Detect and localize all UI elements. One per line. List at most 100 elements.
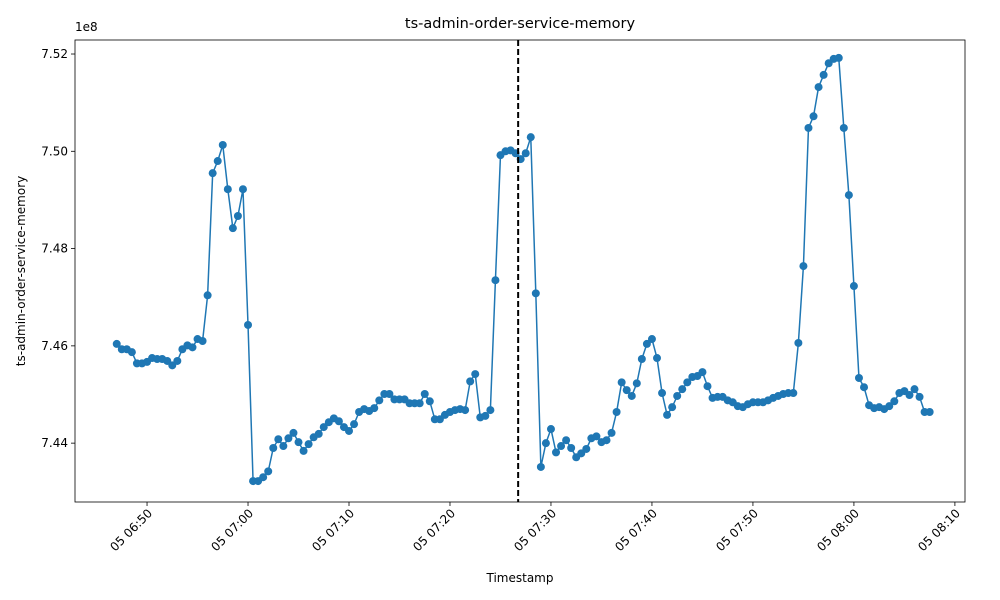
data-point	[799, 262, 808, 271]
data-point	[223, 185, 232, 194]
x-tick-label: 05 07:50	[713, 506, 761, 554]
data-point	[218, 140, 227, 149]
data-point	[486, 406, 495, 415]
data-point	[834, 53, 843, 62]
data-point	[552, 448, 561, 457]
data-point	[471, 370, 480, 379]
data-point	[526, 133, 535, 142]
y-axis-label: ts-admin-order-service-memory	[14, 176, 28, 366]
data-point	[814, 83, 823, 92]
data-point	[678, 385, 687, 394]
x-tick-label: 05 07:30	[511, 506, 559, 554]
data-point	[839, 123, 848, 132]
data-point	[491, 276, 500, 285]
data-point	[622, 386, 631, 395]
data-point	[279, 442, 288, 451]
data-point	[794, 338, 803, 347]
data-point	[385, 390, 394, 399]
data-point	[668, 403, 677, 412]
y-offset-label: 1e8	[75, 20, 98, 34]
data-point	[188, 343, 197, 352]
data-point	[259, 473, 268, 482]
data-point	[228, 224, 237, 233]
data-point	[582, 444, 591, 453]
x-tick-label: 05 07:10	[309, 506, 357, 554]
data-point	[658, 389, 667, 398]
data-point	[890, 397, 899, 406]
data-point	[804, 123, 813, 132]
data-point	[905, 390, 914, 399]
data-point	[173, 356, 182, 365]
data-point	[612, 408, 621, 417]
data-point	[415, 399, 424, 408]
y-tick-label: 7.44	[41, 436, 68, 450]
data-line	[116, 57, 930, 482]
x-tick-label: 05 07:20	[410, 506, 458, 554]
x-tick-label: 05 07:40	[612, 506, 660, 554]
data-point	[546, 425, 555, 434]
data-point	[536, 462, 545, 471]
data-point	[233, 211, 242, 220]
data-point	[789, 389, 798, 398]
data-point	[274, 435, 283, 444]
data-point	[294, 438, 303, 447]
data-point	[334, 417, 343, 426]
x-tick-label: 05 08:00	[814, 506, 862, 554]
data-point	[854, 373, 863, 382]
data-point	[289, 428, 298, 437]
data-point	[627, 391, 636, 400]
data-point	[849, 282, 858, 291]
data-point	[642, 339, 651, 348]
data-point	[607, 428, 616, 437]
data-point	[461, 406, 470, 415]
data-point	[203, 291, 212, 300]
x-tick-label: 05 07:00	[208, 506, 256, 554]
y-tick-label: 7.52	[41, 47, 68, 61]
data-point	[127, 348, 136, 357]
x-tick-label: 05 06:50	[107, 506, 155, 554]
data-point	[567, 444, 576, 453]
data-point	[481, 411, 490, 420]
data-point	[375, 396, 384, 405]
data-point	[466, 377, 475, 386]
data-point	[637, 354, 646, 363]
data-point	[425, 397, 434, 406]
data-point	[647, 335, 656, 344]
y-tick-label: 7.48	[41, 242, 68, 256]
data-point	[673, 391, 682, 400]
data-point	[541, 439, 550, 448]
data-point	[304, 440, 313, 449]
data-point	[420, 390, 429, 399]
data-point	[238, 185, 247, 194]
data-point	[809, 112, 818, 121]
y-tick-label: 7.46	[41, 339, 68, 353]
data-point	[819, 70, 828, 79]
data-point	[269, 444, 278, 453]
data-point	[602, 436, 611, 445]
data-point	[698, 368, 707, 377]
data-point	[264, 467, 273, 476]
data-point	[910, 385, 919, 394]
data-point	[208, 169, 217, 178]
data-point	[844, 191, 853, 200]
data-point	[632, 379, 641, 388]
data-point	[703, 382, 712, 391]
data-point	[244, 320, 253, 329]
data-point	[683, 378, 692, 387]
data-point	[198, 336, 207, 345]
plot-frame	[74, 39, 966, 503]
chart-title: ts-admin-order-service-memory	[405, 16, 636, 32]
data-point	[915, 392, 924, 401]
data-point	[314, 429, 323, 438]
data-point	[345, 426, 354, 435]
data-point	[663, 410, 672, 419]
x-axis-label: Timestamp	[486, 571, 554, 585]
data-point	[562, 436, 571, 445]
data-point	[521, 149, 530, 158]
data-point	[112, 339, 121, 348]
data-point	[860, 383, 869, 392]
data-point	[299, 446, 308, 455]
y-tick-label: 7.50	[41, 144, 68, 158]
data-point	[213, 157, 222, 166]
